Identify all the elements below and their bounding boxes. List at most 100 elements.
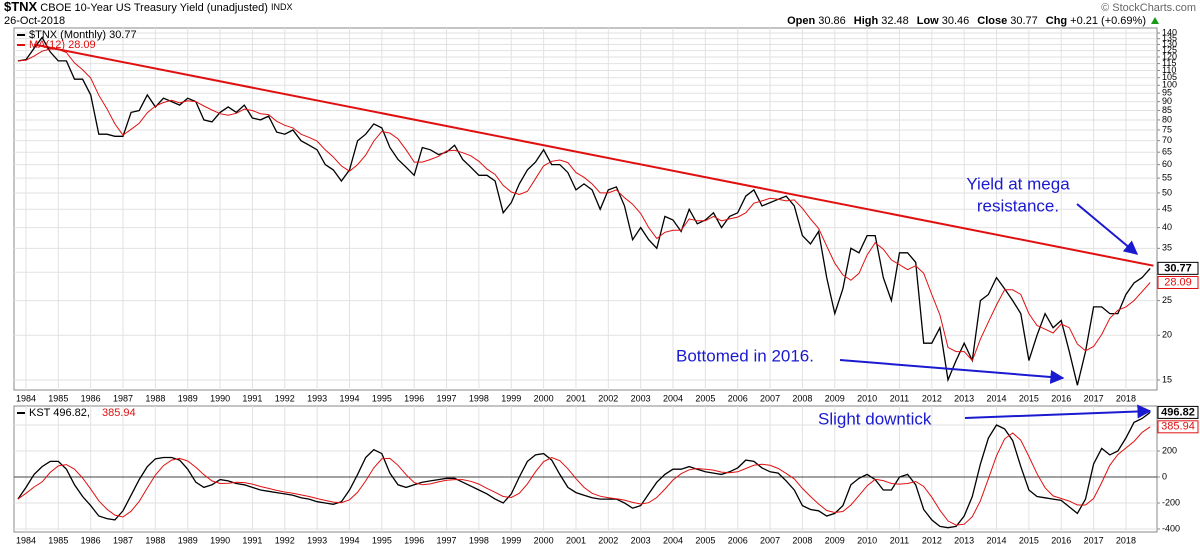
stat-label: Open xyxy=(787,15,815,27)
y-tick-label: 120 xyxy=(1162,51,1177,61)
y-tick-label: 100 xyxy=(1162,80,1177,90)
x-tick-label: 1993 xyxy=(307,393,327,403)
x-tick-label: 1996 xyxy=(404,535,424,545)
up-arrow xyxy=(1151,17,1159,24)
legend-label: 385.94 xyxy=(102,407,136,419)
x-tick-label: 2004 xyxy=(663,535,683,545)
x-tick-label: 2002 xyxy=(598,535,618,545)
series-line xyxy=(17,411,1151,529)
value-box-label: 385.94 xyxy=(1161,421,1195,433)
y-tick-label: 0 xyxy=(1162,471,1167,481)
x-tick-label: 1984 xyxy=(16,535,36,545)
y-tick-label: 125 xyxy=(1162,45,1177,55)
y-tick-label: 85 xyxy=(1162,105,1172,115)
x-tick-label: 2013 xyxy=(954,393,974,403)
x-tick-label: 2015 xyxy=(1019,393,1039,403)
stat-value: 30.46 xyxy=(942,15,970,27)
x-tick-label: 2011 xyxy=(890,535,909,545)
y-tick-label: -400 xyxy=(1162,523,1180,533)
annotation-arrow xyxy=(839,359,1065,384)
x-tick-label: 2010 xyxy=(857,393,877,403)
series-line xyxy=(17,426,1151,526)
x-tick-label: 2000 xyxy=(534,535,554,545)
grid xyxy=(13,27,1160,533)
annotation: Bottomed in 2016. xyxy=(676,346,814,365)
x-tick-label: 2018 xyxy=(1116,393,1136,403)
x-tick-label: 2006 xyxy=(728,393,748,403)
y-tick-label: 15 xyxy=(1162,374,1172,384)
value-box xyxy=(1157,261,1199,275)
value-box-label: 30.77 xyxy=(1164,262,1192,274)
x-tick-label: 2007 xyxy=(760,393,780,403)
value-box-label: 496.82 xyxy=(1161,406,1195,418)
y-tick-label: 90 xyxy=(1162,96,1172,106)
x-tick-label: 1986 xyxy=(81,535,101,545)
x-tick-label: 1992 xyxy=(275,393,295,403)
x-tick-label: 1985 xyxy=(48,535,68,545)
x-tick-label: 2003 xyxy=(631,393,651,403)
y-tick-label: 75 xyxy=(1162,124,1172,134)
stat-value: +0.21 (+0.69%) xyxy=(1070,15,1146,27)
annotation: Slight downtick xyxy=(818,409,932,428)
exchange: INDX xyxy=(271,2,293,12)
x-tick-label: 1984 xyxy=(16,393,36,403)
x-tick-label: 2008 xyxy=(792,393,812,403)
stat-label: High xyxy=(854,15,879,27)
stat-value: 30.77 xyxy=(1010,15,1038,27)
x-tick-label: 1997 xyxy=(437,535,457,545)
y-tick-label: 55 xyxy=(1162,173,1172,183)
y-tick-label: 110 xyxy=(1162,65,1176,75)
x-tick-label: 2016 xyxy=(1051,393,1071,403)
x-tick-label: 2003 xyxy=(631,535,651,545)
x-tick-label: 2004 xyxy=(663,393,683,403)
series-line xyxy=(17,48,1151,362)
y-tick-label: 40 xyxy=(1162,222,1172,232)
stat-value: 30.86 xyxy=(818,15,846,27)
y-tick-label: 200 xyxy=(1162,445,1177,455)
description: CBOE 10-Year US Treasury Yield (unadjust… xyxy=(40,2,268,14)
annotation: Yield at mega xyxy=(966,174,1070,193)
x-tick-label: 1998 xyxy=(469,535,489,545)
x-tick-label: 2017 xyxy=(1084,535,1104,545)
x-tick-label: 1998 xyxy=(469,393,489,403)
legend-label: KST 496.82, xyxy=(29,407,90,419)
x-tick-label: 1988 xyxy=(145,535,165,545)
value-box xyxy=(1157,405,1199,419)
x-tick-label: 1991 xyxy=(242,535,262,545)
y-tick-label: 130 xyxy=(1162,39,1177,49)
y-tick-label: 140 xyxy=(1162,27,1177,37)
x-tick-label: 2012 xyxy=(922,393,942,403)
x-tick-label: 2014 xyxy=(987,535,1007,545)
x-tick-label: 2009 xyxy=(825,535,845,545)
x-tick-label: 2010 xyxy=(857,535,877,545)
x-tick-label: 1988 xyxy=(145,393,165,403)
x-tick-label: 2016 xyxy=(1051,535,1071,545)
x-tick-label: 2001 xyxy=(566,393,586,403)
x-tick-label: 2018 xyxy=(1116,535,1136,545)
y-tick-label: 60 xyxy=(1162,159,1172,169)
annotation-arrow xyxy=(1076,203,1139,255)
credit: © StockCharts.com xyxy=(1101,2,1196,14)
x-tick-label: 2001 xyxy=(566,535,586,545)
plots: 1984 1985 1986 1987 1988 1989 1990 1991 1992 1993… xyxy=(16,27,1199,545)
header-title: $TNX CBOE 10-Year US Treasury Yield (una… xyxy=(4,0,293,14)
x-tick-label: 1997 xyxy=(437,393,457,403)
y-tick-label: -200 xyxy=(1162,497,1180,507)
value-box xyxy=(1157,420,1199,434)
x-tick-label: 2011 xyxy=(890,393,909,403)
series-line xyxy=(17,36,1151,386)
x-tick-label: 1990 xyxy=(210,393,230,403)
y-tick-label: 25 xyxy=(1162,295,1172,305)
value-box-label: 28.09 xyxy=(1164,276,1192,288)
legend-label: $TNX (Monthly) 30.77 xyxy=(29,29,137,41)
x-tick-label: 1995 xyxy=(372,535,392,545)
x-tick-label: 2012 xyxy=(922,535,942,545)
x-tick-label: 2002 xyxy=(598,393,618,403)
x-tick-label: 2014 xyxy=(987,393,1007,403)
x-tick-label: 1999 xyxy=(501,535,521,545)
x-tick-label: 1989 xyxy=(178,535,198,545)
x-tick-label: 1986 xyxy=(81,393,101,403)
x-tick-label: 1987 xyxy=(113,535,133,545)
x-tick-label: 1991 xyxy=(242,393,262,403)
y-tick-label: 50 xyxy=(1162,187,1172,197)
